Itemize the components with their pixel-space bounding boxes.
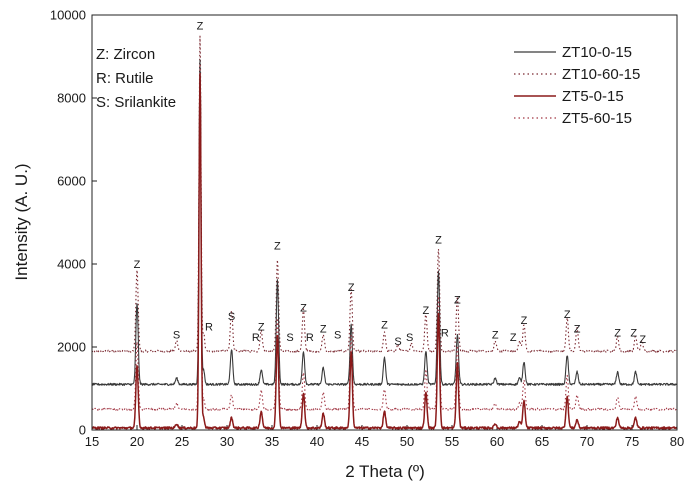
peak-label: Z [320, 323, 327, 335]
peak-label: S [173, 330, 180, 342]
peak-label: S [406, 332, 413, 344]
peak-label: R [252, 332, 260, 344]
annotation-zircon: Z: Zircon [96, 46, 155, 63]
x-tick-label: 65 [535, 434, 549, 449]
x-axis-title: 2 Theta (º) [345, 462, 425, 481]
peak-label: Z [197, 21, 204, 33]
peak-label: S [286, 332, 293, 344]
y-tick-label: 6000 [57, 174, 86, 189]
peak-label: Z [510, 332, 517, 344]
series-zt10-60-15-line [91, 35, 678, 353]
x-tick-label: 35 [265, 434, 279, 449]
series-zt10-0-15-line [91, 59, 678, 386]
peak-label: Z [381, 319, 388, 331]
x-tick-label: 70 [580, 434, 594, 449]
x-tick-label: 45 [355, 434, 369, 449]
peak-label: Z [614, 328, 621, 340]
x-tick-label: 25 [175, 434, 189, 449]
peak-label: R [205, 321, 213, 333]
peak-label: Z [435, 234, 442, 246]
annotation-rutile: R: Rutile [96, 70, 154, 87]
peak-label: Z [423, 305, 430, 317]
peak-label: Z [258, 321, 265, 333]
peak-label: Z [630, 328, 637, 340]
peak-label: R [306, 332, 314, 344]
x-tick-label: 55 [445, 434, 459, 449]
peak-label: S [334, 330, 341, 342]
peak-label: Z [521, 315, 528, 327]
peak-label: S [228, 311, 235, 323]
peak-label: Z [348, 282, 355, 294]
legend-label-zt10-0-15: ZT10-0-15 [562, 44, 632, 61]
y-axis-ticks: 0 2000 4000 6000 8000 10000 [50, 8, 97, 438]
x-tick-label: 50 [400, 434, 414, 449]
y-tick-label: 10000 [50, 8, 86, 23]
peak-label: Z [274, 240, 281, 252]
peak-label: Z [134, 259, 141, 271]
peak-label: Z [574, 323, 581, 335]
legend-label-zt10-60-15: ZT10-60-15 [562, 66, 640, 83]
x-tick-label: 30 [220, 434, 234, 449]
peak-label: Z [300, 303, 307, 315]
series-lines [91, 35, 678, 430]
y-tick-label: 0 [79, 423, 86, 438]
y-axis-title: Intensity (A. U.) [12, 163, 31, 280]
x-tick-label: 40 [310, 434, 324, 449]
peak-label: Z [564, 309, 571, 321]
legend-label-zt5-0-15: ZT5-0-15 [562, 88, 624, 105]
peak-label: Z [492, 330, 499, 342]
series-zt5-0-15-line [91, 73, 678, 430]
peak-label: Z [639, 334, 646, 346]
y-tick-label: 4000 [57, 257, 86, 272]
legend-label-zt5-60-15: ZT5-60-15 [562, 110, 632, 127]
annotation-box: Z: Zircon R: Rutile S: Srilankite [96, 46, 176, 111]
plot-frame [91, 14, 678, 431]
x-tick-label: 80 [670, 434, 684, 449]
x-tick-label: 60 [490, 434, 504, 449]
y-tick-label: 8000 [57, 91, 86, 106]
x-tick-label: 15 [85, 434, 99, 449]
y-tick-label: 2000 [57, 340, 86, 355]
legend: ZT10-0-15 ZT10-60-15 ZT5-0-15 ZT5-60-15 [514, 44, 640, 127]
peak-label: R [441, 328, 449, 340]
peak-label: Z [454, 294, 461, 306]
x-tick-label: 20 [130, 434, 144, 449]
series-zt5-60-15-line [91, 63, 678, 411]
annotation-srilankite: S: Srilankite [96, 94, 176, 111]
x-tick-label: 75 [625, 434, 639, 449]
peak-label: S [394, 336, 401, 348]
